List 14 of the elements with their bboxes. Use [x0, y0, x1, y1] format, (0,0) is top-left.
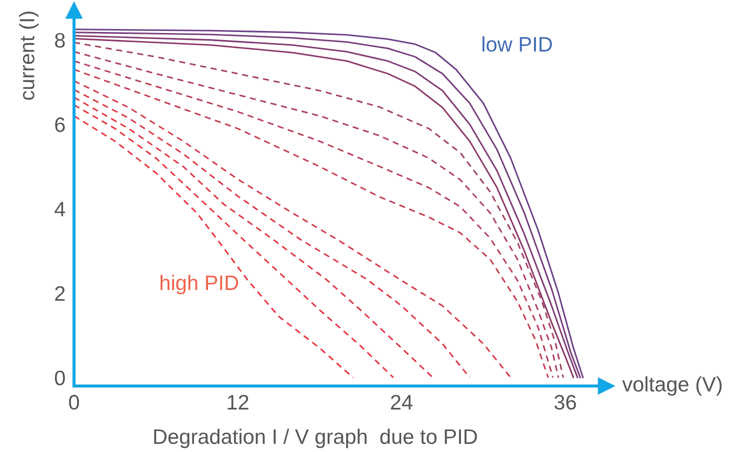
x-tick-label: 36 — [554, 394, 576, 410]
annotation: high PID — [160, 274, 238, 294]
y-tick-label: 0 — [54, 370, 65, 386]
annotation: low PID — [482, 36, 552, 52]
x-tick-label: 0 — [69, 394, 80, 410]
x-tick-label: 24 — [390, 394, 412, 410]
y-axis-title: current (I) — [19, 12, 38, 100]
y-tick-label: 6 — [55, 117, 65, 132]
text: Degradation I / V graph due to PID — [154, 428, 477, 448]
y-tick-label: 8 — [55, 32, 65, 48]
y-tick-label: 4 — [54, 202, 66, 216]
x-tick-label: 12 — [228, 394, 248, 410]
y-tick-label: 2 — [55, 286, 65, 301]
x-axis-title: voltage (V) — [622, 376, 722, 396]
